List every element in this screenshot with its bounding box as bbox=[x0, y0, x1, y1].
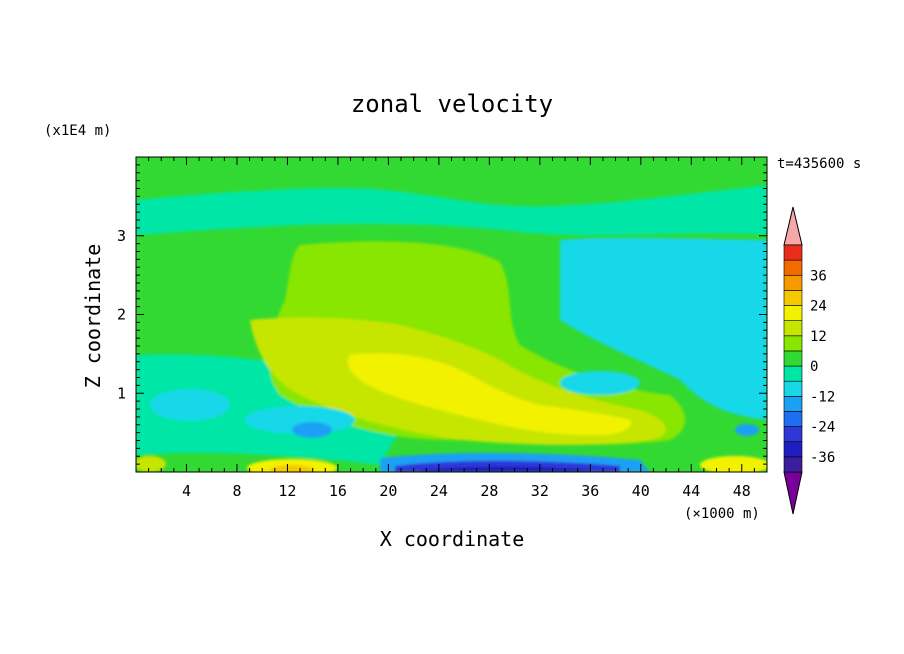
colorbar-max-arrow bbox=[783, 206, 803, 246]
colorbar-band bbox=[783, 380, 803, 397]
x-unit-label: (×1000 m) bbox=[684, 506, 760, 522]
colorbar-band bbox=[783, 350, 803, 367]
colorbar-band bbox=[783, 274, 803, 291]
colorbar-band bbox=[783, 320, 803, 337]
x-tick-label: 28 bbox=[480, 482, 498, 500]
region-upper-left-band bbox=[136, 185, 767, 236]
region-eddy-right bbox=[560, 371, 640, 395]
colorbar-tick-label: 12 bbox=[810, 329, 827, 345]
x-tick-label: 16 bbox=[329, 482, 347, 500]
colorbar-tick-label: 0 bbox=[810, 359, 818, 375]
colorbar-band bbox=[783, 426, 803, 443]
colorbar-band bbox=[783, 456, 803, 473]
colorbar-band bbox=[783, 290, 803, 306]
region-jet-maximum bbox=[347, 353, 631, 436]
colorbar-band bbox=[783, 305, 803, 321]
colorbar-tick-label: 36 bbox=[810, 268, 827, 284]
colorbar-tick-label: 24 bbox=[810, 299, 827, 315]
time-label: t=435600 s bbox=[777, 156, 861, 172]
y-tick-label: 1 bbox=[117, 384, 126, 402]
y-axis-title: Z coordinate bbox=[81, 244, 105, 389]
y-unit-label: (x1E4 m) bbox=[44, 123, 111, 139]
y-tick-label: 2 bbox=[117, 306, 126, 324]
region-right-side bbox=[560, 237, 767, 420]
colorbar-tick-label: -12 bbox=[810, 389, 835, 405]
region-surface-warm-right bbox=[700, 456, 767, 472]
x-tick-label: 44 bbox=[682, 482, 700, 500]
x-tick-label: 36 bbox=[581, 482, 599, 500]
colorbar-band bbox=[783, 396, 803, 412]
y-axis: 1 2 3 bbox=[117, 164, 767, 465]
colorbar-band bbox=[783, 259, 803, 276]
colorbar-tick-label: -36 bbox=[810, 450, 835, 466]
x-tick-label: 20 bbox=[379, 482, 397, 500]
colorbar-band bbox=[783, 365, 803, 382]
colorbar-band bbox=[783, 335, 803, 352]
colorbar: 36 24 12 0 -12 -24 -36 bbox=[783, 206, 835, 515]
chart-title: zonal velocity bbox=[351, 90, 553, 118]
x-tick-label: 12 bbox=[278, 482, 296, 500]
x-tick-label: 4 bbox=[182, 482, 191, 500]
x-tick-label: 24 bbox=[430, 482, 448, 500]
region-eddy-left bbox=[292, 422, 332, 438]
x-tick-label: 40 bbox=[632, 482, 650, 500]
colorbar-min-arrow bbox=[783, 471, 803, 515]
colorbar-band bbox=[783, 244, 803, 261]
x-axis-title: X coordinate bbox=[380, 527, 525, 551]
colorbar-band bbox=[783, 411, 803, 427]
y-tick-label: 3 bbox=[117, 227, 126, 245]
x-tick-label: 48 bbox=[733, 482, 751, 500]
x-axis: 4 8 12 16 20 24 28 32 36 40 44 48 bbox=[148, 157, 755, 500]
colorbar-tick-label: -24 bbox=[810, 420, 835, 436]
contour-field bbox=[136, 157, 767, 472]
x-tick-label: 8 bbox=[232, 482, 241, 500]
x-tick-label: 32 bbox=[531, 482, 549, 500]
colorbar-band bbox=[783, 441, 803, 458]
